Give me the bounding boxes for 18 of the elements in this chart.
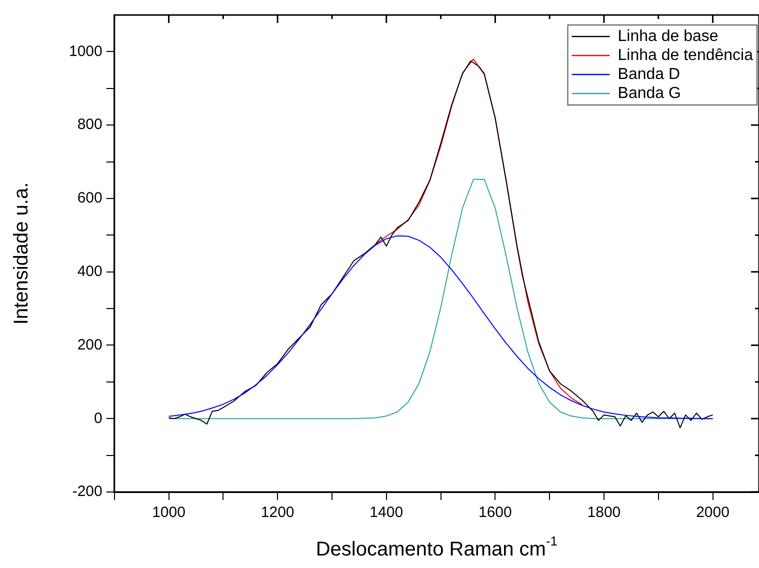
legend-label: Linha de base [618,28,718,45]
y-axis-title: Intensidade u.a. [10,182,33,325]
y-tick-label: 400 [77,262,102,280]
y-tick-label: 0 [94,410,102,427]
x-tick-label: 1400 [370,504,404,522]
y-tick-label: 1000 [68,42,102,60]
legend-label: Banda G [618,84,681,102]
x-tick-label: 1800 [587,504,621,522]
y-tick-label: 200 [77,336,102,354]
x-tick-label: 1600 [478,504,512,522]
y-tick-label: -200 [72,483,102,500]
legend-label: Banda D [618,66,680,83]
x-tick-label: 2000 [696,504,730,522]
x-tick-label: 1200 [260,504,294,522]
y-tick-label: 600 [77,190,102,207]
x-tick-label: 1000 [152,504,186,522]
legend-label: Linha de tendência [618,46,754,64]
y-tick-label: 800 [77,116,102,134]
